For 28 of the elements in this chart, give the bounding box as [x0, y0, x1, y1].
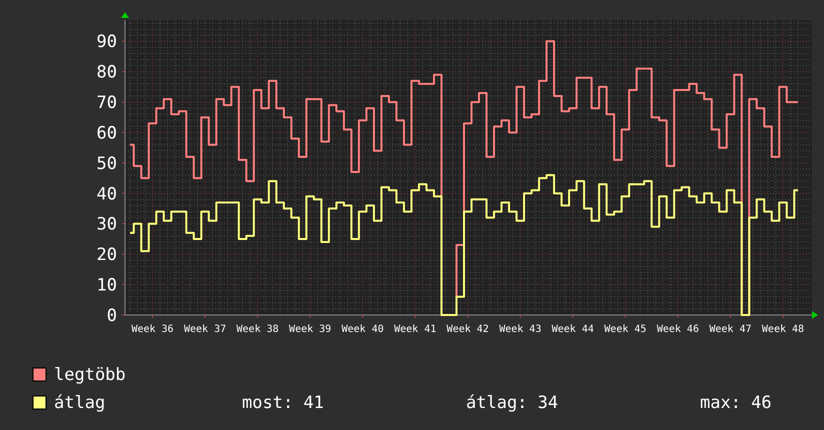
y-tick-label: 80	[96, 62, 117, 83]
y-tick-label: 90	[96, 32, 117, 52]
x-tick-label: Week 42	[446, 324, 489, 335]
y-tick-label: 60	[96, 123, 117, 144]
x-tick-label: Week 46	[656, 324, 699, 335]
x-tick-label: Week 47	[709, 324, 752, 335]
y-tick-label: 70	[96, 93, 117, 114]
x-tick-label: Week 40	[342, 324, 384, 335]
x-tick-label: Week 43	[499, 324, 542, 335]
x-tick-label: Week 38	[236, 324, 279, 335]
y-tick-label: 30	[96, 214, 117, 235]
x-tick-label: Week 48	[762, 324, 804, 335]
x-tick-label: Week 44	[552, 324, 594, 335]
y-tick-label: 10	[96, 276, 117, 296]
text: most: 41	[242, 393, 324, 413]
y-tick-label: 0	[106, 306, 117, 326]
legend-label: legtöbb	[54, 365, 126, 385]
y-tick-label: 20	[96, 245, 117, 266]
y-tick-label: 50	[96, 154, 117, 174]
x-tick-label: Week 45	[604, 324, 646, 335]
text: max: 46	[700, 393, 772, 413]
x-tick-label: Week 39	[289, 324, 332, 335]
y-tick-label: 40	[96, 184, 117, 204]
legend-label: átlag	[54, 393, 106, 413]
x-tick-label: Week 41	[394, 324, 436, 335]
x-tick-label: Week 37	[184, 324, 226, 335]
text: átlag: 34	[466, 393, 558, 413]
x-tick-label: Week 36	[131, 324, 174, 335]
